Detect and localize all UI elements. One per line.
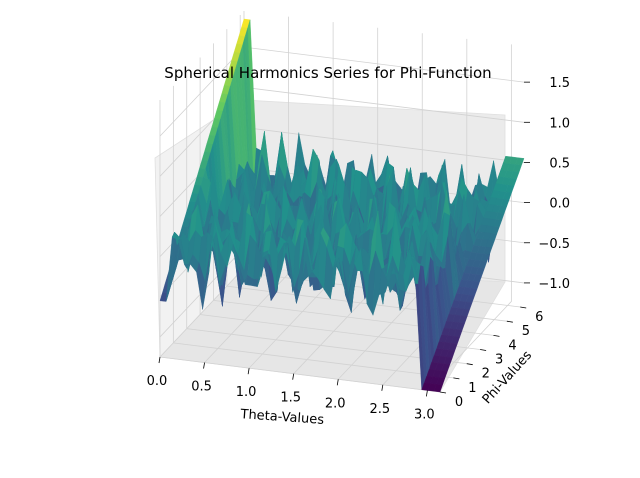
y-gridline <box>186 71 467 365</box>
x-tick-label: 1.0 <box>236 385 257 400</box>
x-tick-label: 3.0 <box>414 407 435 422</box>
z-tick-label: 0.0 <box>549 197 570 212</box>
y-tick-mark <box>506 320 513 323</box>
x-tick-mark <box>425 390 428 397</box>
x-tick-mark <box>292 373 295 380</box>
x-tick-mark <box>158 356 161 364</box>
y-tick-label: 1 <box>468 381 476 396</box>
x-tick-label: 2.5 <box>369 402 390 417</box>
y-tick-mark <box>480 349 487 351</box>
y-tick-label: 5 <box>522 324 530 339</box>
z-tick-label: −1.0 <box>538 277 570 292</box>
y-tick-mark <box>439 391 447 394</box>
y-tick-label: 2 <box>482 367 490 382</box>
z-tick-label: 1.0 <box>549 116 570 131</box>
surface-patch <box>433 384 443 393</box>
y-tick-label: 0 <box>455 395 463 410</box>
x-tick-mark <box>203 362 205 369</box>
z-tick-label: 1.5 <box>549 76 570 91</box>
chart-title: Spherical Harmonics Series for Phi-Funct… <box>164 64 491 82</box>
x-gridline <box>427 44 512 391</box>
z-tick-label: −0.5 <box>538 237 570 252</box>
x-tick-mark <box>247 368 250 375</box>
y-tick-label: 4 <box>508 338 516 353</box>
x-axis-label: Theta-Values <box>239 407 325 428</box>
y-tick-label: 3 <box>495 353 503 368</box>
y-tick-mark <box>453 377 460 380</box>
y-gridline <box>172 85 454 379</box>
x-tick-label: 0.0 <box>147 374 168 389</box>
y-tick-mark <box>520 306 527 309</box>
y-tick-mark <box>466 363 473 366</box>
x-tick-mark <box>336 379 339 386</box>
x-tick-mark <box>381 384 384 391</box>
surface-layer <box>159 18 525 393</box>
y-gridline <box>199 57 481 350</box>
y-tick-label: 6 <box>535 310 543 325</box>
z-tick-label: 0.5 <box>549 156 570 171</box>
y-tick-mark <box>493 334 500 337</box>
x-tick-label: 1.5 <box>280 391 301 406</box>
x-tick-label: 0.5 <box>191 380 212 395</box>
x-tick-label: 2.0 <box>325 396 346 411</box>
